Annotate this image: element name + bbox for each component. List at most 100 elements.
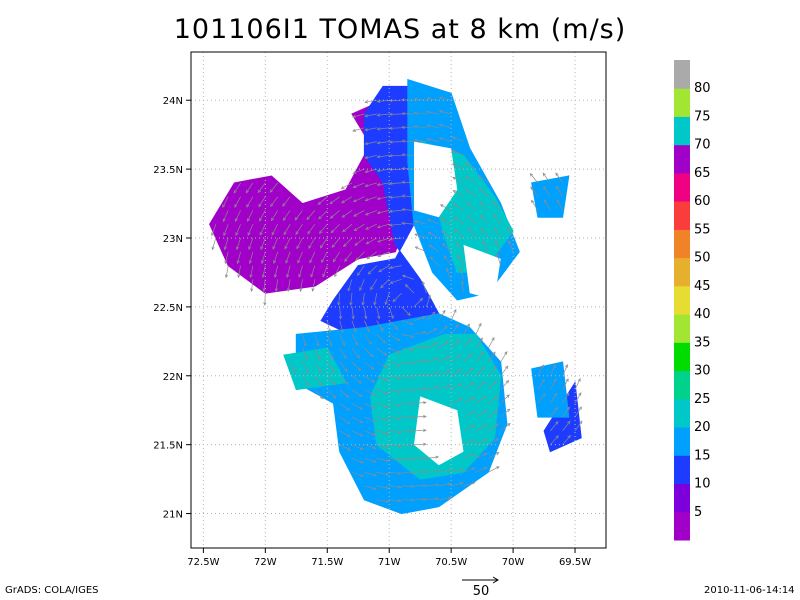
wind-vector-157 [376,347,387,356]
wind-vector-24 [463,467,475,473]
wind-vector-361 [353,182,365,188]
wind-vector-head-292 [259,231,263,236]
wind-vector-108 [500,380,509,390]
wind-vector-151 [302,348,308,360]
wind-vector-head-187 [394,326,399,330]
wind-vector-172 [364,334,372,345]
wind-vector-208 [405,284,415,294]
wind-vector-25 [475,467,488,473]
wind-vector-head-226 [237,274,241,279]
wind-vector-head-336 [222,204,226,208]
wind-vector-174 [389,334,400,341]
wind-vector-213 [275,279,279,292]
wind-vector-head-316 [270,217,275,222]
wind-vector-head-142 [410,361,415,365]
wind-vector-head-44 [471,439,476,443]
wind-vector-head-194 [351,315,355,320]
wind-vector-head-407 [438,110,443,114]
wind-vector-4 [426,498,439,501]
colorbar-label-7: 40 [694,307,711,322]
wind-vector-head-406 [426,110,430,114]
wind-vector-head-306 [427,218,431,222]
wind-vector-194 [351,306,354,319]
wind-vector-87 [488,395,498,404]
wind-vector-head-389 [426,137,431,142]
wind-vector-205 [374,293,378,305]
wind-vector-297 [319,223,328,234]
wind-vector-132 [562,364,568,376]
wind-vector-283 [454,229,464,239]
wind-vector-1 [389,499,402,502]
wind-vector-head-218 [359,287,363,292]
wind-vector-head-332 [492,200,496,205]
colorbar-swatch-9 [674,257,690,287]
wind-vector-102 [426,386,439,390]
wind-vector-224 [459,267,464,280]
wind-vector-141 [389,361,401,367]
wind-vector-247 [273,251,279,264]
wind-vector-head-76 [578,406,582,410]
wind-vector-head-190 [431,311,436,316]
wind-vector-109 [537,379,545,390]
wind-vector-head-192 [453,308,457,313]
wind-vector-head-162 [445,340,450,345]
wind-vector-head-258 [428,244,433,248]
wind-vector-head-345 [352,199,357,203]
wind-vector-107 [488,380,498,390]
wind-vector-head-75 [566,406,570,411]
wind-vector-389 [426,138,439,142]
colorbar-swatch-8 [674,285,690,315]
wind-vector-head-9 [410,484,415,488]
wind-vector-142 [401,361,414,364]
wind-vector-head-23 [459,468,464,472]
wind-vector-116 [339,375,349,385]
wind-vector-171 [351,334,359,346]
wind-vector-274 [331,237,340,248]
wind-vector-head-250 [309,259,313,264]
wind-vector-95 [339,389,350,398]
wind-vector-183 [339,320,344,333]
wind-vector-head-0 [385,499,390,503]
wind-vector-74 [550,407,558,418]
wind-vector-head-267 [248,246,252,251]
wind-vector-head-303 [388,223,393,227]
wind-vector-268 [260,237,266,250]
wind-vector-head-211 [250,288,254,292]
wind-vector-head-1 [398,499,402,503]
wind-vector-head-374 [376,169,381,173]
wind-vector-head-99 [397,390,402,394]
wind-vector-217 [347,279,353,291]
wind-vector-5 [438,497,451,501]
wind-vector-129 [500,365,509,377]
wind-vector-head-54 [410,429,415,434]
wind-vector-head-2 [410,498,415,502]
wind-vector-head-14 [471,481,476,485]
wind-vector-head-262 [495,240,499,244]
wind-vector-314 [247,210,254,222]
wind-vector-319 [306,210,316,220]
wind-vector-head-97 [371,392,376,396]
wind-vector-284 [468,228,477,239]
wind-vector-head-159 [410,347,415,352]
wind-vector-head-11 [435,483,440,487]
wind-vector-head-371 [555,172,559,176]
wind-vector-222 [402,275,415,280]
wind-vector-head-87 [494,394,499,399]
wind-vector-head-63 [346,420,351,425]
wind-vector-head-245 [248,260,252,265]
wind-vector-head-100 [410,388,415,392]
wind-vector-head-148 [480,352,485,356]
wind-vector-321 [330,210,340,219]
wind-vector-head-8 [398,485,402,489]
wind-vector-355 [556,186,563,197]
wind-vector-head-274 [331,244,335,248]
wind-vector-head-212 [262,288,266,292]
wind-vector-head-90 [554,392,558,397]
wind-vector-head-47 [555,435,559,439]
wind-vector-head-313 [234,218,238,223]
wind-vector-head-241 [457,254,461,259]
wind-vector-head-183 [340,329,344,333]
wind-vector-13 [451,482,463,487]
wind-vector-221 [390,278,402,284]
wind-vector-head-413 [426,97,430,101]
